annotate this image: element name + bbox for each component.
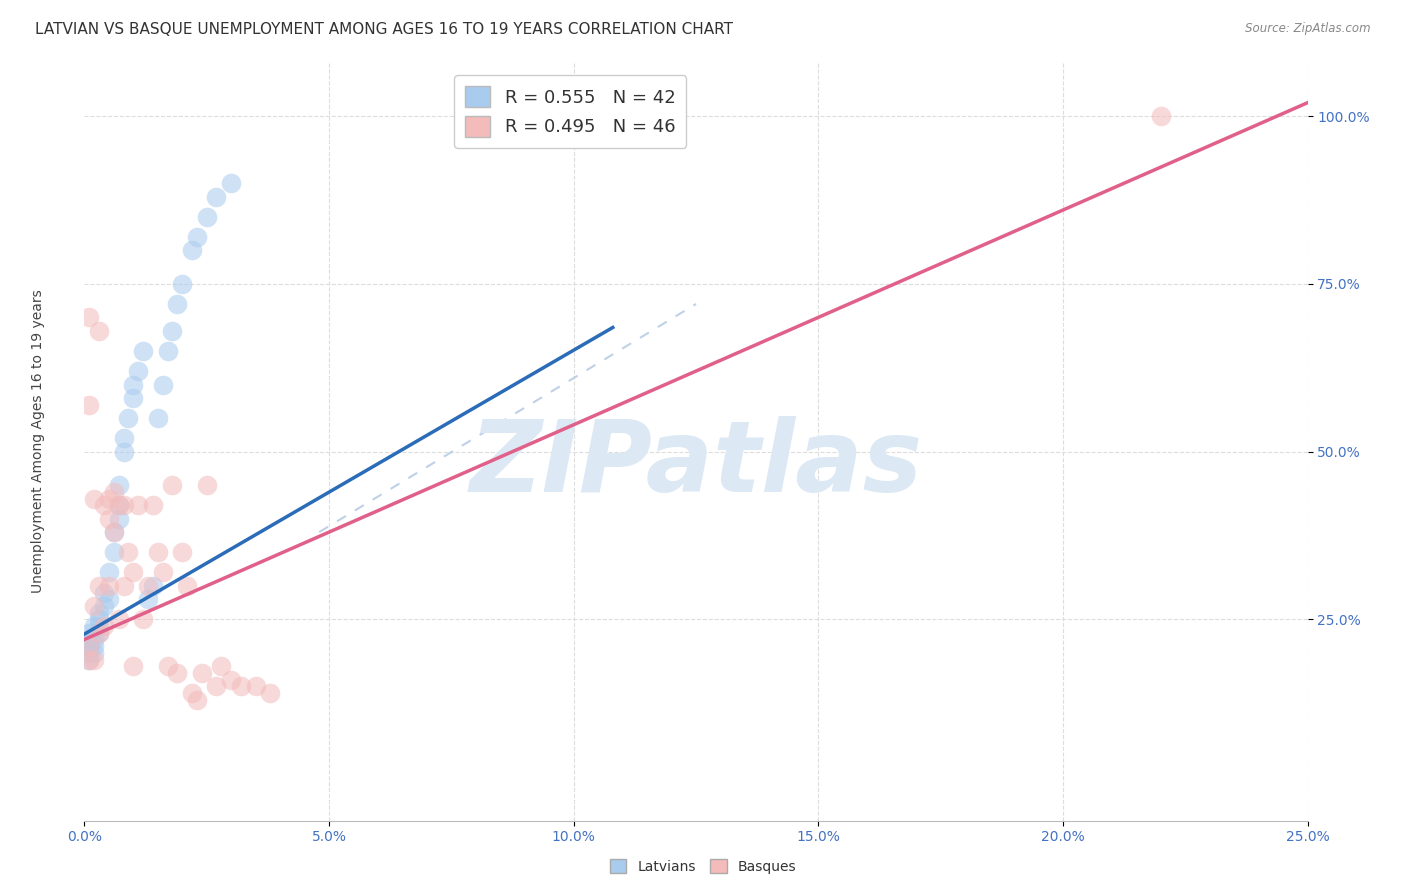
Point	[122, 377, 145, 392]
Point	[107, 512, 129, 526]
Point	[83, 491, 105, 506]
Point	[107, 478, 129, 492]
Point	[77, 652, 100, 666]
Point	[103, 525, 125, 540]
Point	[112, 444, 135, 458]
Point	[83, 619, 105, 633]
Point	[97, 512, 120, 526]
Point	[112, 431, 135, 445]
Point	[136, 592, 159, 607]
Point	[136, 579, 159, 593]
Point	[87, 625, 110, 640]
Point	[83, 646, 105, 660]
Point	[181, 686, 204, 700]
Point	[77, 398, 100, 412]
Point	[117, 411, 139, 425]
Point	[122, 566, 145, 580]
Point	[156, 659, 179, 673]
Point	[146, 411, 169, 425]
Point	[103, 545, 125, 559]
Point	[83, 652, 105, 666]
Point	[172, 545, 194, 559]
Point	[152, 566, 174, 580]
Point	[1150, 109, 1173, 123]
Point	[93, 585, 115, 599]
Point	[186, 693, 208, 707]
Point	[122, 659, 145, 673]
Point	[166, 666, 188, 681]
Point	[259, 686, 281, 700]
Text: N = 42: N = 42	[600, 87, 668, 104]
Point	[156, 343, 179, 358]
Point	[93, 498, 115, 512]
Point	[87, 625, 110, 640]
Point	[195, 210, 218, 224]
Point	[107, 498, 129, 512]
Point	[97, 566, 120, 580]
Text: Unemployment Among Ages 16 to 19 years: Unemployment Among Ages 16 to 19 years	[31, 290, 45, 593]
Point	[103, 484, 125, 499]
Text: LATVIAN VS BASQUE UNEMPLOYMENT AMONG AGES 16 TO 19 YEARS CORRELATION CHART: LATVIAN VS BASQUE UNEMPLOYMENT AMONG AGE…	[35, 22, 733, 37]
Point	[172, 277, 194, 291]
Point	[219, 673, 242, 687]
Point	[162, 324, 184, 338]
Point	[87, 324, 110, 338]
Point	[87, 606, 110, 620]
Point	[127, 364, 149, 378]
Point	[97, 579, 120, 593]
Point	[77, 652, 100, 666]
Point	[146, 545, 169, 559]
Point	[77, 625, 100, 640]
Point	[219, 176, 242, 190]
Point	[107, 612, 129, 626]
Point	[132, 343, 155, 358]
Point	[93, 619, 115, 633]
Point	[77, 632, 100, 647]
Point	[132, 612, 155, 626]
Text: R = 0.555: R = 0.555	[501, 87, 591, 104]
Point	[93, 599, 115, 613]
Point	[87, 612, 110, 626]
Point	[112, 579, 135, 593]
Point	[162, 478, 184, 492]
Point	[97, 592, 120, 607]
Point	[176, 579, 198, 593]
Point	[152, 377, 174, 392]
Text: ZIPatlas: ZIPatlas	[470, 416, 922, 513]
Point	[83, 639, 105, 653]
Point	[181, 244, 204, 258]
Point	[107, 498, 129, 512]
Text: R = 0.495: R = 0.495	[501, 121, 591, 140]
Point	[83, 599, 105, 613]
Point	[87, 619, 110, 633]
Point	[97, 491, 120, 506]
Point	[142, 579, 165, 593]
Point	[191, 666, 214, 681]
Point	[83, 632, 105, 647]
Text: Source: ZipAtlas.com: Source: ZipAtlas.com	[1246, 22, 1371, 36]
Point	[117, 545, 139, 559]
Point	[87, 579, 110, 593]
Legend: R = 0.555   N = 42, R = 0.495   N = 46: R = 0.555 N = 42, R = 0.495 N = 46	[454, 75, 686, 148]
Legend: Latvians, Basques: Latvians, Basques	[603, 852, 803, 880]
Point	[245, 680, 267, 694]
Point	[209, 659, 232, 673]
Point	[122, 391, 145, 405]
Point	[205, 680, 228, 694]
Point	[127, 498, 149, 512]
Point	[77, 646, 100, 660]
Point	[205, 189, 228, 203]
Point	[229, 680, 252, 694]
Point	[77, 639, 100, 653]
Point	[166, 297, 188, 311]
Point	[112, 498, 135, 512]
Point	[77, 310, 100, 325]
Text: N = 46: N = 46	[600, 121, 668, 140]
Point	[186, 230, 208, 244]
Point	[142, 498, 165, 512]
Point	[77, 639, 100, 653]
Point	[195, 478, 218, 492]
Point	[103, 525, 125, 540]
